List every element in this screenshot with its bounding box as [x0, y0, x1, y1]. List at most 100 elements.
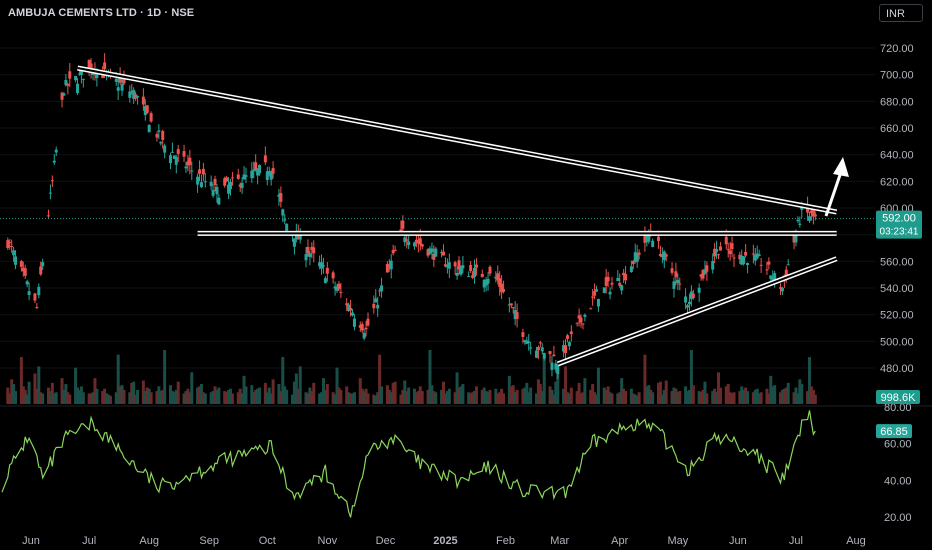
volume-bar	[550, 389, 554, 404]
symbol-title[interactable]: AMBUJA CEMENTS LTD · 1D · NSE	[8, 7, 195, 19]
volume-bar	[252, 392, 256, 404]
volume-bar	[813, 394, 817, 404]
candle-body	[511, 307, 515, 309]
candle-body	[304, 254, 308, 261]
volume-bar	[12, 384, 16, 404]
volume-bar	[101, 391, 105, 404]
candle-body	[244, 175, 248, 177]
volume-bar	[48, 391, 52, 404]
volume-bar	[116, 354, 120, 404]
volume-bar	[283, 386, 287, 404]
candle-body	[548, 351, 552, 355]
volume-bar	[203, 393, 207, 404]
candle-body	[633, 252, 637, 262]
candle-body	[430, 248, 434, 253]
volume-bar	[447, 388, 451, 404]
volume-bar	[440, 389, 444, 404]
price-grid	[0, 47, 875, 369]
candle-body	[769, 275, 773, 279]
volume-bar	[670, 391, 674, 404]
volume-bar	[738, 391, 742, 404]
candle-body	[145, 105, 149, 113]
volume-bar	[310, 391, 314, 404]
candle-body	[610, 282, 614, 285]
candle-body	[209, 181, 213, 187]
volume-bar	[794, 387, 798, 404]
candle-body	[136, 96, 140, 98]
candle-body	[407, 241, 411, 246]
axis-tags: 592.00 03:23:41 998.6K 66.85	[876, 210, 922, 439]
candle-body	[672, 281, 676, 289]
volume-bar	[715, 392, 719, 404]
volume-bar	[620, 378, 624, 404]
candle-body	[565, 335, 569, 339]
volume-bar	[19, 357, 23, 404]
candle-body	[651, 240, 655, 247]
candle-body	[645, 233, 649, 242]
time-tick-label: Apr	[611, 535, 628, 547]
volume-bar	[391, 382, 395, 404]
volume-bar	[651, 392, 655, 404]
price-axis[interactable]: 720.00700.00680.00660.00640.00620.00600.…	[880, 43, 914, 524]
volume-bar	[50, 382, 54, 404]
volume-bar	[496, 393, 500, 404]
candle-body	[391, 250, 395, 254]
rsi-tag	[876, 424, 912, 439]
last-price-tag	[876, 210, 922, 239]
candle-body	[265, 171, 269, 181]
rsi-tick-label: 80.00	[884, 402, 912, 414]
volume-bar	[536, 379, 540, 404]
candle-body	[447, 262, 451, 269]
volume-bar	[290, 394, 294, 404]
candle-body	[323, 278, 327, 284]
volume-bar	[389, 392, 393, 404]
candle-body	[596, 299, 600, 307]
candle-body	[494, 276, 498, 279]
volume-bar	[443, 393, 447, 404]
candle-body	[203, 181, 207, 183]
volume-bar	[806, 391, 810, 404]
volume-bar	[740, 386, 744, 404]
price-tick-label: 640.00	[880, 150, 914, 162]
candle-body	[759, 264, 763, 266]
volume-bar	[37, 366, 41, 404]
candle-body	[784, 269, 788, 278]
candle-body	[676, 279, 680, 284]
candle-body	[120, 83, 124, 91]
volume-bar	[602, 387, 606, 404]
volume-bar	[68, 394, 72, 404]
volume-bar	[64, 384, 68, 404]
candle-body	[608, 291, 612, 295]
candle-body	[33, 293, 37, 301]
volume-bar	[93, 378, 97, 404]
volume-bar	[769, 375, 773, 404]
candle-body	[277, 194, 281, 197]
candle-body	[732, 257, 736, 259]
volume-bar	[145, 387, 149, 404]
candle-body	[562, 345, 566, 352]
candle-body	[684, 296, 688, 303]
candle-body	[724, 236, 728, 245]
trendlines[interactable]	[77, 65, 838, 367]
volume-bar	[608, 392, 612, 404]
candle-body	[141, 96, 145, 105]
volume-bar	[306, 393, 310, 404]
candle-body	[718, 246, 722, 251]
candle-body	[360, 324, 364, 331]
candle-body	[254, 162, 258, 170]
candle-body	[670, 268, 674, 273]
currency-button[interactable]: INR	[879, 4, 923, 22]
candle-body	[215, 186, 219, 195]
volume-bar	[699, 392, 703, 404]
volume-bar	[767, 393, 771, 404]
candle-body	[473, 268, 477, 277]
candle-body	[705, 265, 709, 272]
candle-body	[660, 254, 664, 258]
candlesticks	[6, 53, 817, 379]
bar-countdown: 03:23:41	[880, 227, 919, 238]
time-tick-label: Aug	[846, 535, 866, 547]
volume-bar	[686, 391, 690, 404]
time-axis[interactable]: Jun Jul Aug Sep Oct Nov Dec 2025 Feb Mar Apr May Jun…	[22, 535, 866, 547]
candle-body	[147, 124, 151, 133]
